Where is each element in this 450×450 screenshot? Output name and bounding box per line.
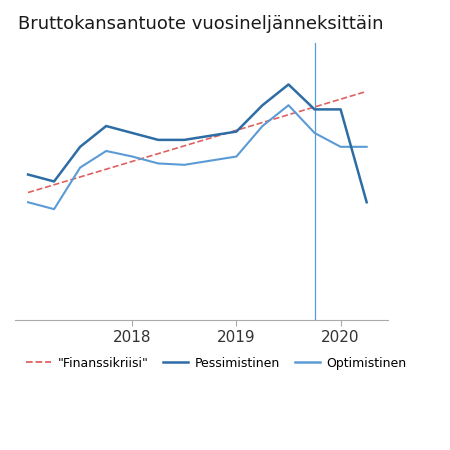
Legend: "Finanssikriisi", Pessimistinen, Optimistinen: "Finanssikriisi", Pessimistinen, Optimis… bbox=[21, 352, 411, 375]
Title: Bruttokansantuote vuosineljänneksittäin: Bruttokansantuote vuosineljänneksittäin bbox=[18, 15, 384, 33]
